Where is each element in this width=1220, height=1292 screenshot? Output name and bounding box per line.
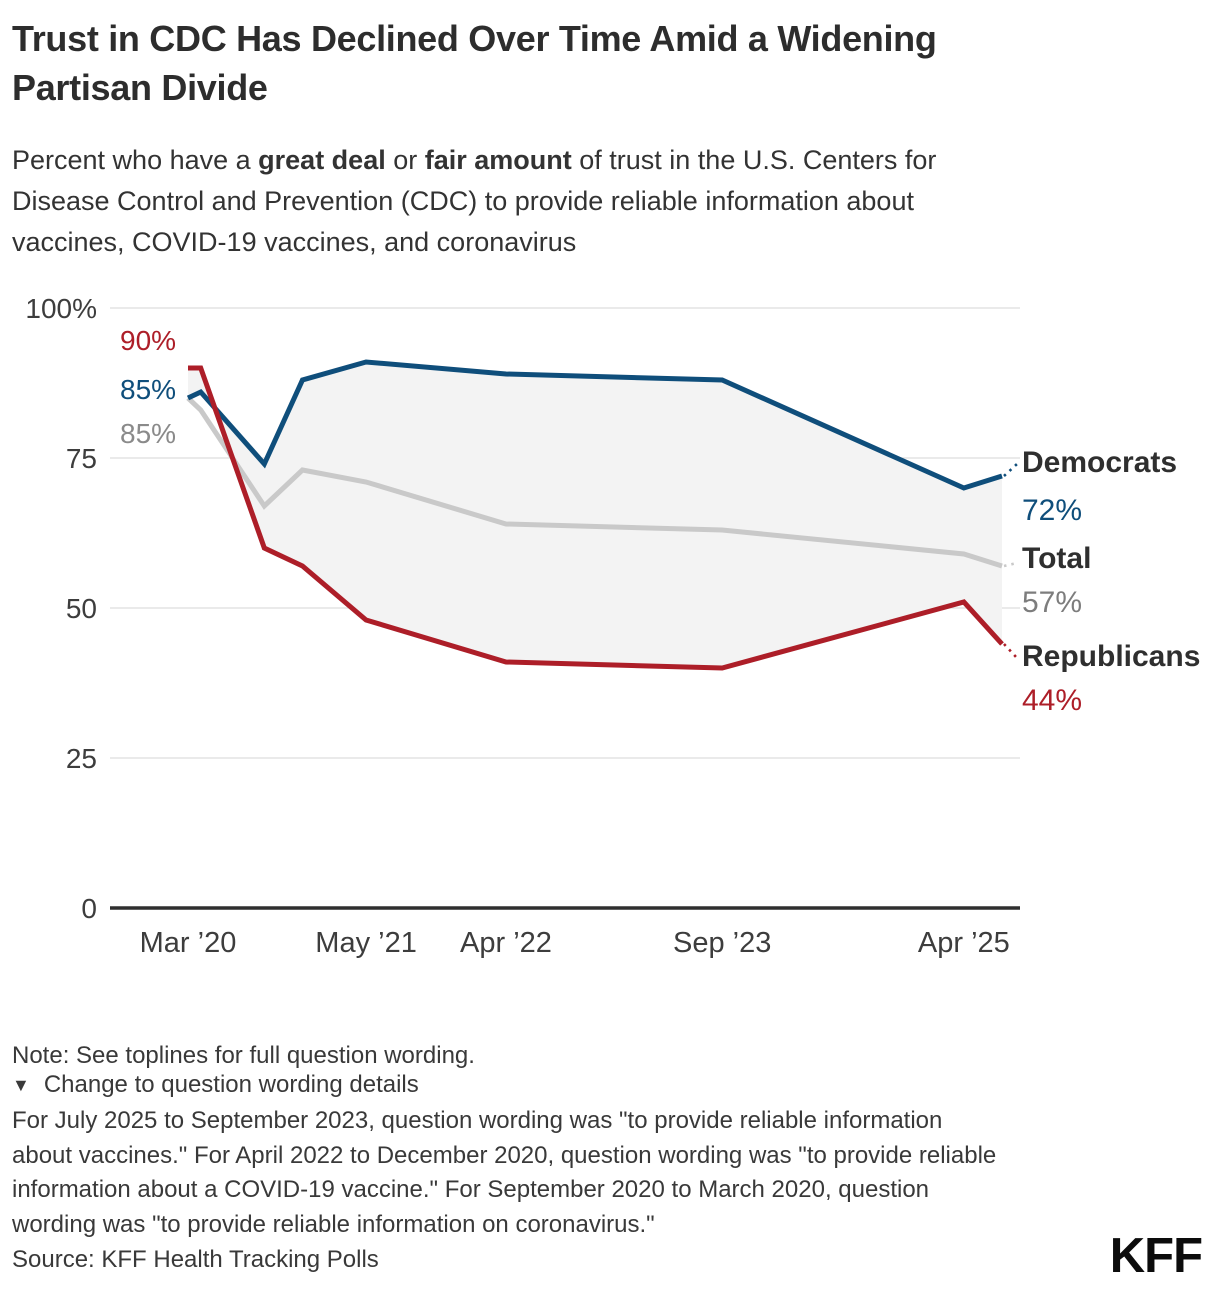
connector-democrats bbox=[1003, 463, 1018, 477]
series-value-label: 57% bbox=[1022, 586, 1082, 619]
x-tick-label: May ’21 bbox=[315, 927, 417, 959]
wording-detail-text: For July 2025 to September 2023, questio… bbox=[12, 1107, 997, 1238]
kff-logo: KFF bbox=[1109, 1229, 1203, 1283]
x-tick-label: Apr ’25 bbox=[918, 927, 1010, 959]
subtitle-text: of trust in the U.S. Centers for Disease… bbox=[12, 145, 937, 257]
chart-subtitle: Percent who have a great deal or fair am… bbox=[12, 140, 1182, 263]
x-tick-label: Apr ’22 bbox=[460, 927, 552, 959]
start-value-label: 90% bbox=[120, 325, 176, 356]
subtitle-bold-fair-amount: fair amount bbox=[424, 145, 572, 175]
y-tick-label: 100% bbox=[25, 293, 97, 324]
series-value-label: 44% bbox=[1022, 684, 1082, 717]
y-tick-label: 50 bbox=[66, 593, 97, 624]
page-title: Trust in CDC Has Declined Over Time Amid… bbox=[12, 18, 937, 108]
partisan-gap-band bbox=[188, 362, 1002, 668]
connector-total bbox=[1003, 561, 1018, 568]
y-tick-label: 0 bbox=[81, 893, 97, 924]
series-value-label: 72% bbox=[1022, 494, 1082, 527]
source-text: Source: KFF Health Tracking Polls bbox=[12, 1246, 379, 1273]
line-democrats bbox=[186, 359, 1003, 491]
connector-republicans bbox=[1003, 643, 1018, 659]
start-value-label: 85% bbox=[120, 418, 176, 449]
x-tick-label: Sep ’23 bbox=[673, 927, 771, 959]
line-republicans bbox=[188, 365, 1004, 671]
y-tick-label: 75 bbox=[66, 443, 97, 474]
subtitle-bold-great-deal: great deal bbox=[258, 145, 386, 175]
series-name-label: Democrats bbox=[1022, 446, 1177, 479]
series-name-label: Republicans bbox=[1022, 640, 1200, 673]
line-total bbox=[186, 396, 1003, 569]
subtitle-text: or bbox=[385, 145, 425, 175]
y-tick-label: 25 bbox=[66, 743, 97, 774]
note-text: Note: See toplines for full question wor… bbox=[12, 1042, 475, 1069]
triangle-down-icon: ▼ bbox=[12, 1075, 30, 1095]
start-value-label: 85% bbox=[120, 374, 176, 405]
wording-details-toggle[interactable]: ▼ Change to question wording details bbox=[12, 1071, 419, 1099]
series-name-label: Total bbox=[1022, 542, 1091, 575]
subtitle-text: Percent who have a bbox=[12, 145, 259, 175]
wording-details-label: Change to question wording details bbox=[43, 1071, 419, 1098]
x-tick-label: Mar ’20 bbox=[140, 927, 237, 959]
